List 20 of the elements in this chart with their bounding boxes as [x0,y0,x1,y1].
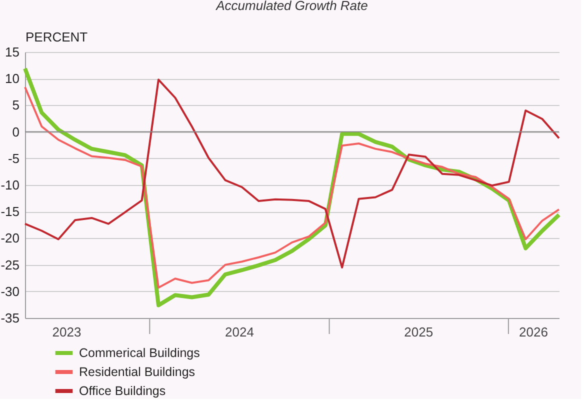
legend-label: Commerical Buildings [79,346,200,360]
x-tick-label: 2025 [404,324,434,340]
x-tick-label: 2024 [225,324,254,340]
y-tick-label: -20 [0,230,20,246]
x-tick-label: 2026 [519,324,548,340]
y-tick-label: -10 [0,178,20,192]
chart-title: Accumulated Growth Rate [215,0,368,13]
y-tick-label: -35 [0,310,20,326]
y-tick-label: -15 [0,204,20,220]
y-axis-title: PERCENT [26,30,88,44]
legend-label: Residential Buildings [79,365,196,379]
y-tick-label: 5 [12,98,20,113]
x-tick-label: 2023 [52,324,82,340]
y-tick-label: -5 [8,150,20,166]
y-tick-label: 15 [5,44,20,60]
legend-label: Office Buildings [79,384,166,398]
y-tick-label: 10 [5,71,20,86]
y-tick-label: -25 [0,257,20,272]
y-tick-label: 0 [12,124,20,140]
y-tick-label: -30 [0,284,20,299]
